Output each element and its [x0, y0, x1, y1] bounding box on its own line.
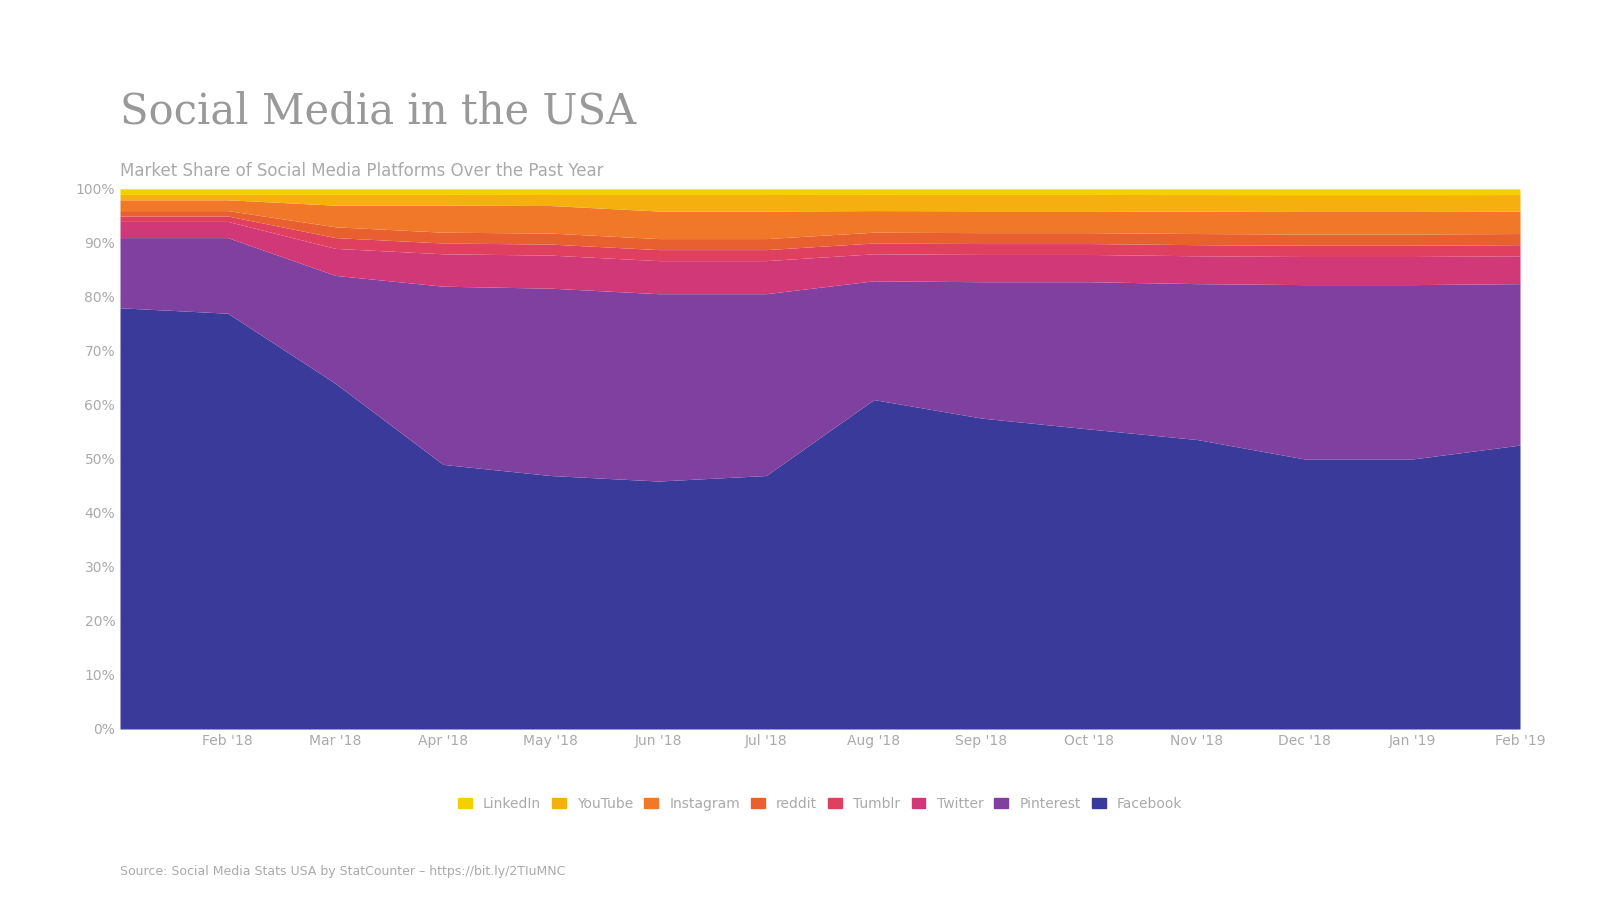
Text: Market Share of Social Media Platforms Over the Past Year: Market Share of Social Media Platforms O…	[120, 162, 603, 180]
Text: Social Media in the USA: Social Media in the USA	[120, 90, 637, 132]
Legend: LinkedIn, YouTube, Instagram, reddit, Tumblr, Twitter, Pinterest, Facebook: LinkedIn, YouTube, Instagram, reddit, Tu…	[451, 790, 1189, 818]
Text: Source: Social Media Stats USA by StatCounter – https://bit.ly/2TIuMNC: Source: Social Media Stats USA by StatCo…	[120, 865, 565, 878]
